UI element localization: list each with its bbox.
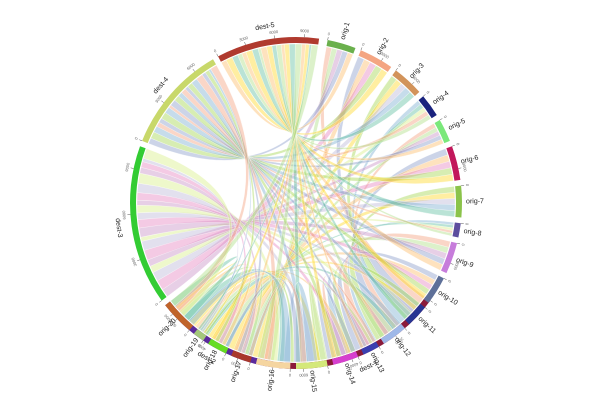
group-label-orig-7: orig-7 [466,198,484,205]
tick-mark [131,168,134,169]
tick-label: 0 [288,373,291,378]
tick-mark [396,68,398,70]
tick-mark [457,243,460,244]
tick-mark [358,357,359,360]
tick-mark [405,328,407,330]
tick-label: 0 [443,115,449,120]
tick-label: 0 [465,184,470,188]
tick-label: 9000 [300,28,310,33]
tick-mark [159,301,161,303]
tick-mark [217,54,218,57]
group-label-orig-4: orig-4 [432,90,451,106]
tick-label: 0 [397,63,402,69]
tick-mark [170,314,172,316]
tick-label: 6000 [269,29,279,35]
tick-mark [444,278,447,279]
tick-mark [137,260,140,261]
tick-label: 3000 [239,35,250,43]
tick-mark [412,82,414,84]
tick-label: 0 [455,142,461,147]
tick-mark [423,94,425,96]
tick-label: 0 [460,243,466,247]
tick-mark [245,42,246,45]
group-arc-orig-8[interactable] [453,222,461,237]
tick-label: 6000 [298,373,308,378]
group-label-dest-4: dest-4 [152,76,170,95]
tick-mark [440,119,443,121]
tick-label: 0 [361,42,366,48]
tick-mark [425,307,427,309]
group-label-orig-8: orig-8 [463,228,482,238]
tick-label: 0 [182,332,188,338]
group-label-orig-16: orig-16 [266,369,276,392]
tick-mark [201,341,203,343]
tick-label: 0 [153,301,159,306]
tick-label: 0 [432,302,438,307]
tick-label: 6000 [186,61,197,71]
chord-ribbons [137,44,455,362]
tick-mark [249,363,250,366]
tick-mark [381,58,383,61]
tick-mark [139,140,142,141]
tick-mark [328,37,329,40]
tick-mark [161,101,163,103]
group-label-orig-11: orig-11 [417,316,437,336]
tick-label: 6000 [121,210,127,220]
tick-label: 0 [327,31,331,36]
tick-label: 0 [327,370,331,375]
tick-mark [193,69,195,71]
tick-mark [451,263,454,264]
tick-mark [328,366,329,369]
group-label-orig-10: orig-10 [437,289,459,307]
tick-label: 0 [133,136,139,141]
group-arc-orig-7[interactable] [455,186,462,218]
tick-mark [204,342,206,345]
tick-mark [361,47,362,50]
tick-label: 9000 [124,162,131,173]
group-label-orig-5: orig-5 [447,118,466,132]
tick-mark [225,353,226,356]
tick-mark [187,330,189,332]
tick-label: 0 [220,356,225,362]
tick-label: 0 [447,279,453,284]
group-label-dest-3: dest-3 [114,218,124,238]
tick-label: 0 [246,366,250,372]
group-label-orig-15: orig-15 [308,370,317,392]
tick-label: 0 [213,48,218,54]
tick-label: 0 [464,223,469,227]
tick-mark [352,359,353,362]
tick-mark [430,301,432,303]
tick-label: 0 [406,331,412,337]
tick-label: 0 [427,309,433,314]
group-label-orig-1: orig-1 [340,21,352,40]
tick-mark [458,168,461,169]
group-label-orig-6: orig-6 [460,154,479,165]
tick-label: 3000 [130,256,138,267]
tick-mark [379,347,381,350]
tick-mark [452,145,455,146]
tick-label: 0 [425,90,431,96]
tick-label: 0 [379,350,384,356]
